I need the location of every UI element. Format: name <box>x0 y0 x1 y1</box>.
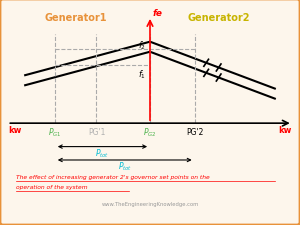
Text: $f_1$: $f_1$ <box>138 68 146 80</box>
Text: $P_{tot}$: $P_{tot}$ <box>118 160 132 172</box>
Text: operation of the system: operation of the system <box>16 184 88 189</box>
Text: The effect of increasing generator 2's governor set points on the: The effect of increasing generator 2's g… <box>16 174 210 179</box>
Text: fe: fe <box>152 9 162 18</box>
Text: kw: kw <box>8 126 22 135</box>
Text: www.TheEngineeringKnowledge.com: www.TheEngineeringKnowledge.com <box>101 201 199 206</box>
Text: $P_{G1}$: $P_{G1}$ <box>48 126 62 138</box>
Text: PG'1: PG'1 <box>88 128 105 137</box>
Text: $P_{G2}$: $P_{G2}$ <box>143 126 157 138</box>
Text: $f_2$: $f_2$ <box>138 39 146 52</box>
Text: PG'2: PG'2 <box>186 128 203 137</box>
Text: $P_{tot}$: $P_{tot}$ <box>95 146 110 159</box>
Text: Generator2: Generator2 <box>187 14 250 23</box>
Text: Generator1: Generator1 <box>44 14 107 23</box>
Text: kw: kw <box>278 126 292 135</box>
